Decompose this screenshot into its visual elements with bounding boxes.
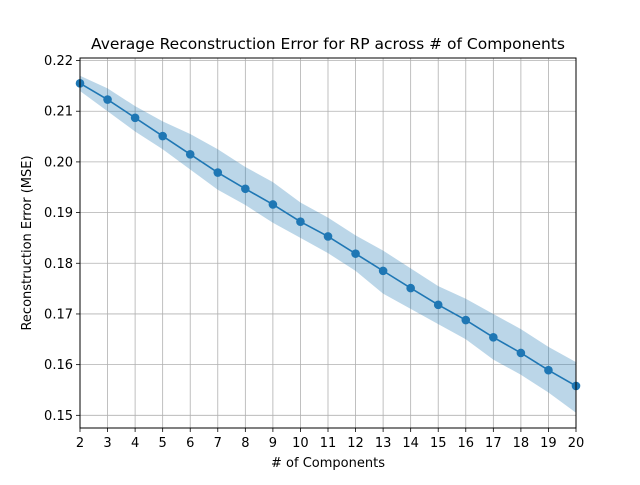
- y-tick-label: 0.19: [44, 206, 73, 221]
- x-axis-label: # of Components: [271, 456, 385, 471]
- x-tick-label: 6: [186, 436, 194, 451]
- data-point: [323, 232, 333, 241]
- x-tick-label: 17: [485, 436, 502, 451]
- y-tick-label: 0.17: [44, 307, 73, 322]
- x-tick-label: 16: [458, 436, 475, 451]
- x-tick-label: 3: [103, 436, 111, 451]
- data-point: [268, 200, 278, 209]
- confidence-band: [80, 75, 576, 413]
- data-point: [489, 332, 498, 342]
- data-point: [351, 249, 360, 258]
- x-tick-label: 13: [375, 436, 392, 451]
- data-point: [461, 315, 471, 325]
- data-point: [213, 168, 223, 177]
- x-tick-label: 20: [568, 436, 585, 451]
- data-point: [378, 266, 388, 276]
- data-point: [516, 348, 526, 358]
- x-tick-label: 7: [214, 436, 222, 451]
- x-tick-label: 12: [347, 436, 364, 451]
- x-tick-label: 2: [76, 436, 84, 451]
- data-point: [406, 283, 415, 293]
- y-tick-label: 0.18: [44, 257, 73, 272]
- data-point: [185, 150, 195, 159]
- y-tick-label: 0.20: [44, 155, 73, 170]
- data-point: [433, 300, 443, 310]
- x-tick-label: 11: [320, 436, 337, 451]
- chart-title: Average Reconstruction Error for RP acro…: [91, 35, 565, 53]
- axis-ticks: 2 3 4 5 6 7 8 9 10 11 12 13 14 15 16 17 18 19 20 0.15 0.16 0.…: [44, 54, 584, 451]
- x-tick-label: 15: [430, 436, 447, 451]
- data-point: [296, 217, 305, 227]
- x-tick-label: 9: [269, 436, 277, 451]
- confidence-band-area: [80, 75, 576, 413]
- grid: [79, 58, 577, 428]
- plot-frame: [79, 57, 577, 429]
- x-tick-label: 14: [402, 436, 419, 451]
- series-points: [75, 79, 581, 391]
- x-tick-label: 10: [292, 436, 309, 451]
- y-tick-label: 0.15: [44, 409, 73, 424]
- y-tick-label: 0.16: [44, 358, 73, 373]
- x-tick-label: 8: [241, 436, 249, 451]
- x-tick-label: 18: [513, 436, 530, 451]
- data-point: [241, 184, 250, 194]
- data-point: [158, 131, 167, 141]
- data-point: [544, 365, 553, 375]
- data-point: [103, 95, 112, 104]
- x-tick-label: 4: [131, 436, 139, 451]
- y-tick-label: 0.21: [44, 105, 73, 120]
- data-point: [130, 113, 140, 123]
- y-tick-label: 0.22: [44, 54, 73, 69]
- x-tick-label: 5: [159, 436, 167, 451]
- x-tick-label: 19: [540, 436, 557, 451]
- y-axis-label: Reconstruction Error (MSE): [20, 155, 35, 330]
